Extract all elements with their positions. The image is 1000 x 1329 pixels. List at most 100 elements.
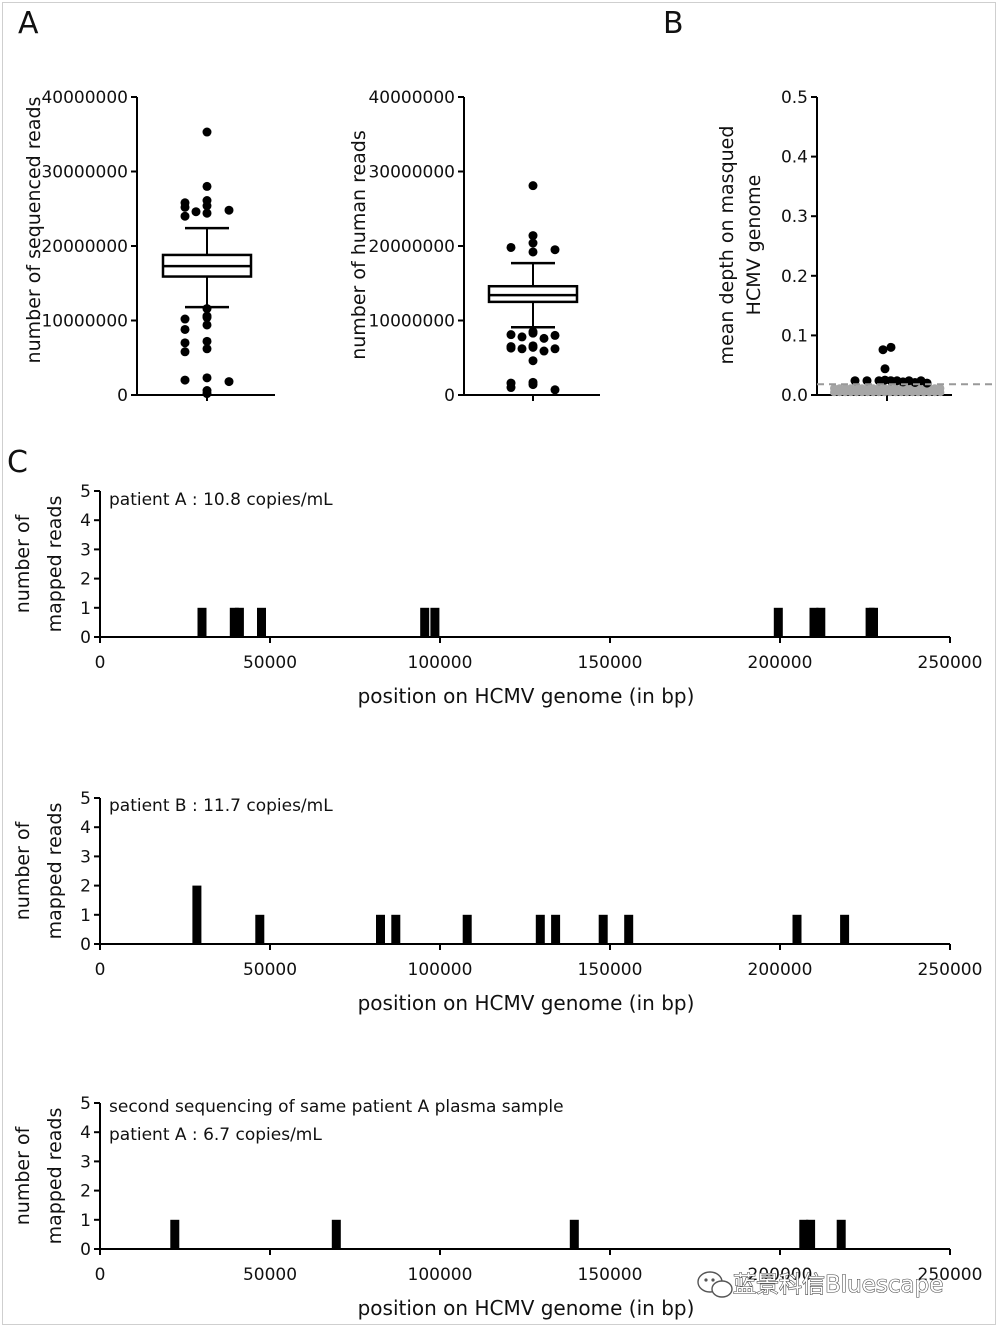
outlier-point [517, 344, 527, 354]
coverage-bar [331, 1219, 341, 1249]
coverage-bar [197, 607, 207, 637]
x-tick-label: 50000 [243, 653, 297, 673]
outlier-point [202, 304, 212, 314]
y-tick-label: 0.2 [781, 267, 808, 287]
coverage-bar [535, 914, 545, 944]
grey-point [874, 388, 883, 397]
coverage-bar [806, 1219, 816, 1249]
coverage-bar [257, 607, 266, 637]
chart-patient-b-coverage: 0 1 2 3 4 5 0 50000 100000 150000 200000 250000 posi… [12, 789, 982, 1015]
outlier-point [202, 344, 212, 354]
wechat-icon [697, 1271, 733, 1298]
x-tick-label: 150000 [578, 1265, 643, 1285]
outlier-point [550, 245, 560, 255]
annotation-text: patient A : 6.7 copies/mL [109, 1125, 322, 1145]
y-tick-label: 20000000 [368, 237, 455, 257]
outlier-point [224, 205, 234, 215]
panel-letter-b: B [663, 6, 684, 41]
outlier-point [528, 231, 538, 241]
watermark: 蓝景科信Bluescape [697, 1271, 944, 1299]
y-tick-label: 20000000 [41, 237, 128, 257]
grey-point [891, 388, 900, 397]
data-point [850, 376, 860, 386]
y-tick-label: 0 [80, 935, 91, 955]
y-tick-label: 40000000 [368, 88, 455, 108]
y-tick-label: 3 [80, 1152, 91, 1172]
outlier-point [202, 208, 212, 218]
outlier-point [224, 377, 234, 387]
outlier-point [191, 207, 201, 217]
outlier-point [550, 385, 560, 395]
outlier-point [528, 238, 538, 248]
outlier-point [202, 373, 212, 383]
chart-human-reads: 0 10000000 20000000 30000000 40000000 number … [348, 88, 600, 406]
x-tick-label: 250000 [918, 653, 983, 673]
y-tick-label: 0.5 [781, 88, 808, 108]
y-tick-label: 0 [80, 628, 91, 648]
x-tick-label: 150000 [578, 960, 643, 980]
outlier-point [528, 342, 538, 352]
x-tick-label: 150000 [578, 653, 643, 673]
data-point [910, 377, 920, 387]
data-point [878, 345, 888, 355]
y-tick-label: 2 [80, 877, 91, 897]
outlier-point [180, 324, 190, 334]
y-axis-label-line-2: HCMV genome [743, 175, 765, 316]
annotation-text: patient A : 10.8 copies/mL [109, 490, 333, 510]
outlier-point [528, 380, 538, 390]
grey-point [835, 388, 844, 397]
outlier-point [506, 383, 516, 393]
y-tick-label: 1 [80, 1211, 91, 1231]
coverage-bar [569, 1219, 579, 1249]
coverage-bar [430, 607, 440, 637]
outlier-point [202, 320, 212, 330]
coverage-bar [462, 914, 472, 944]
grey-point [936, 388, 945, 397]
x-tick-label: 0 [95, 653, 106, 673]
chart-patient-a-second-coverage: 0 1 2 3 4 5 0 50000 100000 150000 200000 250000 posi… [12, 1094, 982, 1320]
coverage-bar [816, 607, 826, 637]
y-tick-label: 30000000 [41, 163, 128, 183]
y-tick-label: 2 [80, 1182, 91, 1202]
y-axis-label-line-1: number of [12, 820, 34, 920]
x-tick-label: 200000 [748, 960, 813, 980]
coverage-bar [170, 1219, 180, 1249]
outlier-point [528, 356, 538, 366]
coverage-bar [391, 914, 401, 944]
grey-point [902, 388, 911, 397]
coverage-bar [598, 914, 608, 944]
grey-point [886, 388, 894, 397]
outlier-point [550, 330, 560, 340]
grey-point [897, 388, 906, 397]
y-axis-label-line-2: mapped reads [44, 496, 66, 633]
coverage-bar [192, 885, 202, 944]
x-tick-label: 0 [95, 1265, 106, 1285]
y-tick-label: 4 [80, 1123, 91, 1143]
y-tick-label: 0 [80, 1240, 91, 1260]
grey-point [930, 388, 939, 397]
outlier-point [539, 333, 549, 343]
outlier-point [180, 338, 190, 348]
y-tick-label: 10000000 [41, 312, 128, 332]
outlier-point [180, 211, 190, 221]
coverage-bar [836, 1219, 846, 1249]
y-tick-label: 4 [80, 818, 91, 838]
y-tick-label: 3 [80, 540, 91, 560]
outlier-point [180, 375, 190, 385]
outlier-point [180, 347, 190, 357]
x-tick-label: 50000 [243, 1265, 297, 1285]
outlier-point [550, 344, 560, 354]
x-tick-label: 200000 [748, 653, 813, 673]
coverage-bar [376, 914, 385, 944]
grey-point [841, 388, 850, 397]
outlier-point [528, 247, 538, 257]
chart-sequenced-reads: 0 10000000 20000000 30000000 40000000number … [23, 88, 275, 406]
y-tick-label: 0.1 [781, 326, 808, 346]
y-axis-label-line-2: mapped reads [44, 803, 66, 940]
grey-point [863, 388, 872, 397]
data-point [886, 376, 896, 386]
x-tick-label: 100000 [408, 1265, 473, 1285]
outlier-point [202, 313, 212, 323]
coverage-bar [792, 914, 802, 944]
